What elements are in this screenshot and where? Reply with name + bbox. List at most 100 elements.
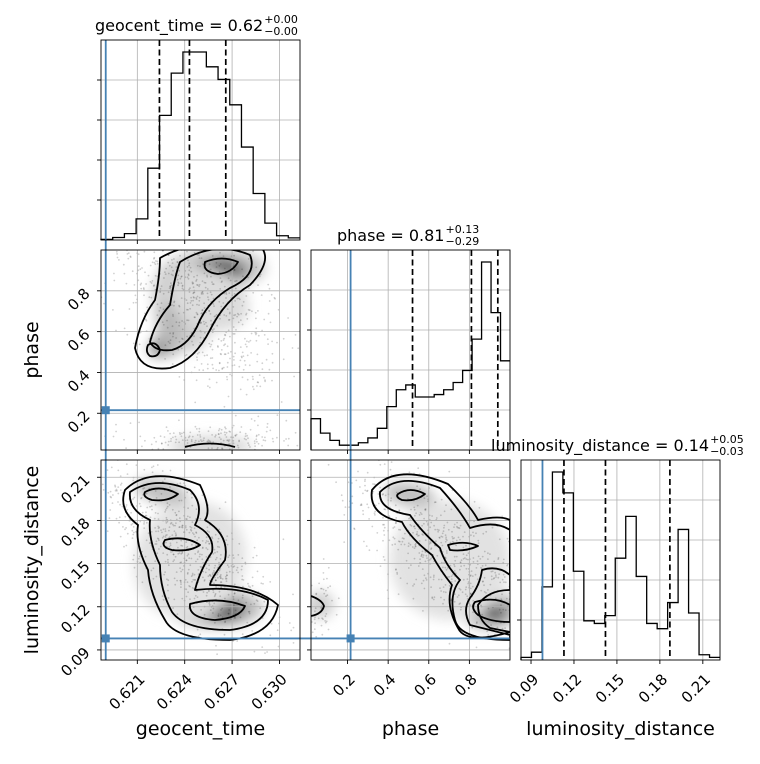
sample-point bbox=[172, 353, 175, 356]
sample-point bbox=[118, 521, 120, 524]
sample-point bbox=[126, 473, 129, 475]
sample-point bbox=[181, 285, 184, 287]
sample-point bbox=[213, 305, 215, 307]
sample-point bbox=[321, 617, 323, 620]
sample-point bbox=[214, 434, 217, 437]
sample-point bbox=[424, 508, 426, 511]
sample-point bbox=[394, 543, 396, 546]
sample-point bbox=[262, 575, 265, 578]
sample-point bbox=[497, 558, 500, 560]
sample-point bbox=[139, 505, 142, 508]
sample-point bbox=[311, 621, 313, 623]
sample-point bbox=[410, 525, 413, 527]
sample-point bbox=[234, 414, 237, 417]
sample-point bbox=[141, 238, 143, 240]
sample-point bbox=[184, 525, 187, 527]
sample-point bbox=[406, 582, 409, 585]
sample-point bbox=[467, 552, 470, 555]
sample-point bbox=[176, 613, 179, 616]
sample-point bbox=[250, 603, 252, 606]
sample-point bbox=[159, 435, 162, 438]
sample-point bbox=[230, 241, 232, 243]
sample-point bbox=[38, 246, 40, 248]
sample-point bbox=[160, 493, 163, 495]
sample-point bbox=[172, 553, 175, 556]
x-axis-label: geocent_time bbox=[136, 718, 265, 740]
sample-point bbox=[86, 516, 88, 518]
sample-point bbox=[277, 645, 280, 648]
sample-point bbox=[450, 575, 453, 578]
sample-point bbox=[223, 314, 226, 316]
sample-point bbox=[249, 428, 252, 431]
sample-point bbox=[233, 293, 236, 295]
sample-point bbox=[259, 273, 262, 276]
density-blob bbox=[311, 591, 334, 619]
sample-point bbox=[142, 287, 145, 289]
sample-point bbox=[466, 598, 469, 600]
sample-point bbox=[260, 294, 263, 296]
sample-point bbox=[180, 570, 183, 573]
sample-point bbox=[234, 352, 237, 355]
sample-point bbox=[384, 508, 387, 511]
sample-point bbox=[190, 493, 193, 495]
sample-point bbox=[172, 335, 174, 338]
sample-point bbox=[175, 222, 177, 224]
sample-point bbox=[221, 447, 224, 450]
sample-point bbox=[219, 577, 222, 579]
sample-point bbox=[221, 616, 224, 619]
sample-point bbox=[171, 508, 174, 511]
sample-point bbox=[383, 534, 386, 536]
sample-point bbox=[225, 297, 227, 299]
sample-point bbox=[192, 291, 195, 294]
sample-point bbox=[187, 553, 190, 556]
sample-point bbox=[185, 559, 188, 562]
sample-point bbox=[374, 514, 376, 516]
sample-point bbox=[232, 595, 235, 598]
sample-point bbox=[110, 496, 113, 499]
sample-point bbox=[111, 502, 114, 504]
sample-point bbox=[225, 315, 228, 317]
sample-point bbox=[430, 586, 432, 588]
sample-point bbox=[379, 486, 381, 489]
sample-point bbox=[101, 453, 103, 455]
sample-point bbox=[188, 557, 191, 560]
sample-point bbox=[407, 545, 410, 548]
sample-point bbox=[456, 525, 458, 528]
sample-point bbox=[189, 525, 192, 528]
sample-point bbox=[137, 557, 140, 560]
sample-point bbox=[366, 503, 369, 506]
sample-point bbox=[245, 345, 248, 348]
sample-point bbox=[217, 537, 220, 540]
sample-point bbox=[97, 533, 99, 535]
sample-point bbox=[169, 285, 172, 288]
contour-line bbox=[189, 599, 246, 621]
sample-point bbox=[224, 621, 226, 624]
sample-point bbox=[437, 530, 439, 533]
sample-point bbox=[415, 533, 418, 536]
sample-point bbox=[419, 558, 421, 561]
sample-point bbox=[219, 614, 222, 617]
sample-point bbox=[168, 264, 171, 267]
sample-point bbox=[445, 538, 447, 540]
sample-point bbox=[191, 230, 193, 232]
sample-point bbox=[282, 538, 285, 541]
sample-point bbox=[262, 439, 265, 441]
sample-point bbox=[175, 518, 178, 521]
sample-point bbox=[236, 312, 239, 315]
sample-point bbox=[452, 537, 454, 540]
sample-point bbox=[153, 436, 156, 439]
sample-point bbox=[180, 561, 183, 564]
sample-point bbox=[422, 579, 425, 582]
sample-point bbox=[120, 482, 123, 485]
sample-point bbox=[442, 566, 444, 569]
sample-point bbox=[97, 470, 99, 472]
sample-point bbox=[227, 612, 230, 615]
sample-point bbox=[214, 621, 216, 624]
sample-point bbox=[174, 524, 177, 527]
sample-point bbox=[416, 531, 419, 533]
sample-point bbox=[176, 579, 179, 582]
sample-point bbox=[457, 536, 460, 539]
sample-point bbox=[196, 313, 199, 315]
sample-point bbox=[185, 299, 188, 301]
sample-point bbox=[291, 347, 294, 349]
